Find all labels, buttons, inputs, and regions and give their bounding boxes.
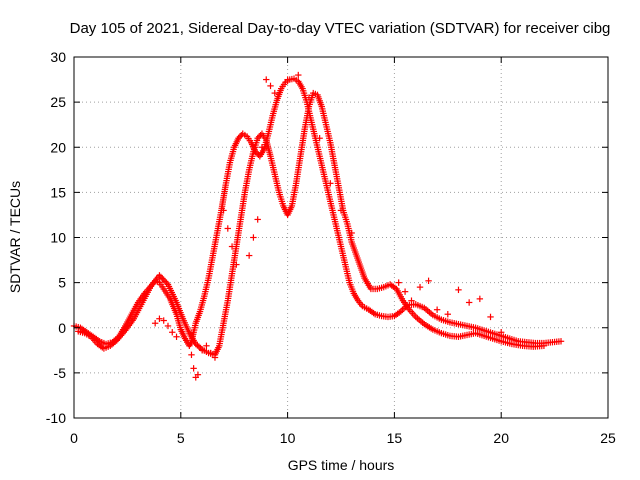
data-point [253,150,261,157]
data-point [245,252,253,259]
data-point [190,365,197,372]
data-point [267,82,274,90]
data-point [233,261,240,268]
y-tick-label: 15 [50,184,66,200]
data-point [220,207,227,214]
x-axis-label: GPS time / hours [288,457,395,473]
data-point [188,351,195,359]
data-point [254,216,261,223]
data-point [395,279,402,286]
y-tick-label: 5 [58,275,66,291]
x-tick-label: 5 [177,430,185,446]
grid-lines [74,57,608,418]
data-point [263,76,270,83]
data-point [401,288,409,295]
data-point [235,135,242,142]
data-point [476,295,484,303]
data-point [169,329,176,336]
y-tick-label: 0 [58,320,66,336]
data-point [295,71,302,79]
data-point [557,338,565,345]
data-point [327,180,334,187]
data-point [228,243,236,250]
data-point [236,133,244,140]
data-point [156,315,163,322]
data-point [425,277,432,285]
data-point [160,276,167,284]
data-point [207,349,214,357]
data-point [337,207,345,214]
data-point [348,229,355,237]
data-point [163,279,170,287]
chart-title: Day 105 of 2021, Sidereal Day-to-day VTE… [70,20,611,37]
x-tick-label: 20 [493,430,509,446]
x-tick-label: 0 [70,430,78,446]
data-point [408,297,415,304]
data-point [161,278,169,285]
y-tick-label: -5 [54,365,67,381]
data-point [198,347,206,354]
data-point [254,135,261,142]
data-point [284,76,291,83]
data-point [173,333,180,340]
y-tick-label: -10 [46,410,66,426]
data-point [416,283,424,291]
data-point [498,329,505,336]
data-point [224,225,231,232]
data-point [203,342,210,349]
data-point [271,89,278,97]
data-point [258,144,266,151]
data-point [257,132,264,139]
data-point [164,322,172,330]
data-point [194,371,202,378]
data-point [487,313,494,321]
data-point [156,272,163,279]
data-point [255,133,263,140]
data-point [316,135,323,142]
data-point [540,342,548,349]
data-point [433,306,441,313]
data-point [444,311,451,318]
data-point [160,317,167,324]
data-point [157,273,165,281]
data-point [159,275,166,282]
data-point [465,299,473,306]
y-tick-label: 20 [50,139,66,155]
data-point [305,94,313,101]
data-point [250,234,257,241]
x-tick-label: 25 [600,430,616,446]
y-tick-label: 30 [50,49,66,65]
y-axis-label: SDTVAR / TECUs [7,181,23,293]
y-tick-label: 25 [50,94,66,110]
data-points [70,71,565,381]
y-tick-label: 10 [50,230,66,246]
axis-ticks: 0 5 10 15 20 25 -10 -5 0 5 10 15 20 25 30 [46,49,616,446]
data-point [455,286,462,294]
x-tick-label: 10 [280,430,296,446]
data-point [151,320,159,327]
data-point [211,354,219,361]
x-tick-label: 15 [387,430,403,446]
